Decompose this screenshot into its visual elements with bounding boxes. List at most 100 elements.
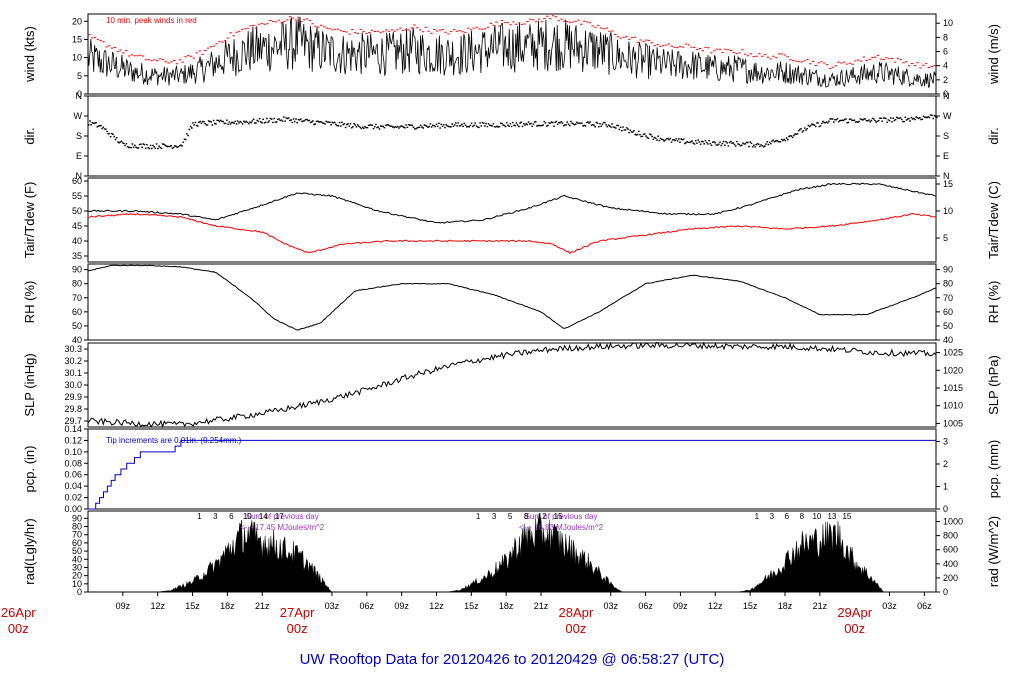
y-tick-label: 0.04 — [64, 481, 82, 491]
y-tick-label: 29.8 — [64, 404, 82, 414]
y-tick-label: 40 — [72, 554, 82, 564]
hour-label: 8 — [524, 512, 529, 521]
hour-label: 3 — [770, 512, 775, 521]
y-tick-label: 0.10 — [64, 447, 82, 457]
y-tick-label-right: 60 — [943, 307, 953, 317]
x-tick-label: 21z — [534, 601, 549, 611]
hour-label: 8 — [800, 512, 805, 521]
y-tick-label-right: 15 — [943, 179, 953, 189]
hour-label: 3 — [492, 512, 497, 521]
y-tick-label: 90 — [72, 265, 82, 275]
series-line-wind — [87, 16, 937, 88]
x-tick-label: 06z — [360, 601, 375, 611]
y-tick-label-right: 1015 — [943, 383, 963, 393]
y-tick-label-right: 600 — [943, 545, 958, 555]
y-axis-label-right: dir. — [986, 127, 1001, 144]
y-tick-label: 29.9 — [64, 392, 82, 402]
y-tick-label-right: 80 — [943, 279, 953, 289]
y-tick-label-right: 10 — [943, 206, 953, 216]
footer-title: UW Rooftop Data for 20120426 to 20120429… — [299, 651, 725, 668]
series-line-tdew — [87, 212, 937, 255]
y-axis-label-right: SLP (hPa) — [986, 355, 1001, 415]
y-tick-label: 0.00 — [64, 504, 82, 514]
y-tick-label: 20 — [72, 16, 82, 26]
y-tick-label: 15 — [72, 34, 82, 44]
y-tick-label: 30.0 — [64, 380, 82, 390]
panel-frame — [87, 95, 937, 177]
y-tick-label: 30.3 — [64, 344, 82, 354]
y-tick-label: 40 — [72, 236, 82, 246]
series-line-precip — [88, 439, 936, 510]
day-label-hour: 00z — [844, 621, 865, 636]
day-label-hour: 00z — [287, 621, 308, 636]
x-tick-label: 18z — [778, 601, 793, 611]
x-tick-label: 03z — [325, 601, 340, 611]
y-tick-label: N — [76, 91, 83, 101]
panel-rad: 010203040506070809002004006008001000rad(… — [22, 510, 1001, 597]
y-tick-label-right: 6 — [943, 47, 948, 57]
hour-label: 1 — [755, 512, 760, 521]
hour-label: 10 — [812, 512, 821, 521]
series-line-rh — [87, 264, 937, 331]
day-label: 26Apr — [1, 605, 36, 620]
y-axis-label-right: RH (%) — [986, 281, 1001, 324]
y-tick-label: 50 — [72, 546, 82, 556]
panel-slp: 29.7 29.8 29.9 30.0 30.1 30.2 30.3 1005 1010 1015… — [22, 341, 1001, 429]
hour-label: 17 — [275, 512, 284, 521]
y-tick-label: 80 — [72, 279, 82, 289]
y-tick-label-right: 70 — [943, 293, 953, 303]
y-axis-label-right: Tair/Tdew (C) — [986, 181, 1001, 259]
y-tick-label: S — [76, 131, 82, 141]
y-tick-label-right: 800 — [943, 531, 958, 541]
y-tick-label-right: 50 — [943, 321, 953, 331]
x-tick-label: 15z — [464, 601, 479, 611]
y-axis-label: rad(Lgly/hr) — [22, 518, 37, 584]
y-tick-label: 60 — [72, 538, 82, 548]
y-tick-label: N — [76, 171, 83, 181]
y-tick-label: 0.08 — [64, 458, 82, 468]
y-tick-label-right: 2 — [943, 75, 948, 85]
y-tick-label: 40 — [72, 335, 82, 345]
y-tick-label: E — [76, 151, 82, 161]
panel-frame — [87, 177, 937, 263]
day-label: 28Apr — [559, 605, 594, 620]
series-line-slp — [87, 341, 937, 429]
y-tick-label: 60 — [72, 176, 82, 186]
y-tick-label-right: 1005 — [943, 418, 963, 428]
y-tick-label-right: 1010 — [943, 401, 963, 411]
y-tick-label: 10 — [72, 579, 82, 589]
y-tick-label-right: N — [943, 171, 950, 181]
hour-label: 6 — [785, 512, 790, 521]
series-peak-winds — [88, 15, 936, 70]
y-axis-label: RH (%) — [22, 281, 37, 324]
y-tick-label: 0 — [77, 89, 82, 99]
hour-label: 5 — [508, 512, 513, 521]
y-tick-label: 30.2 — [64, 356, 82, 366]
panel-wind: 0 5 10 15 20 0 2 4 6 8 10 wind (kts) wind (m/s) 10 mi… — [22, 13, 1001, 99]
hour-label: 10 — [243, 512, 252, 521]
y-tick-label: W — [74, 111, 83, 121]
x-tick-label: 12z — [150, 601, 165, 611]
y-tick-label: 50 — [72, 206, 82, 216]
panel-frame — [87, 428, 937, 510]
hour-label: 14 — [259, 512, 268, 521]
y-tick-label: 0.06 — [64, 470, 82, 480]
panel-pcp: 0.000.02 0.040.06 0.080.10 0.120.14 0 1 2 3 pcp.… — [22, 424, 1001, 514]
y-tick-label-right: W — [943, 111, 952, 121]
x-tick-label: 06z — [917, 601, 932, 611]
y-tick-label-right: 400 — [943, 559, 958, 569]
y-tick-label: 30.1 — [64, 368, 82, 378]
y-tick-label-right: 1020 — [943, 365, 963, 375]
y-tick-label: 10 — [72, 53, 82, 63]
y-tick-label-right: 1000 — [943, 517, 963, 527]
y-tick-label: 35 — [72, 251, 82, 261]
y-tick-label-right: 4 — [943, 61, 948, 71]
y-tick-label: 0.02 — [64, 493, 82, 503]
y-tick-label-right: 0 — [943, 504, 948, 514]
x-tick-label: 21z — [813, 601, 828, 611]
x-tick-label: 12z — [429, 601, 444, 611]
radiation-annotation: <--- 17.45 MJoules/m^2 — [240, 523, 325, 532]
hour-label: 15 — [842, 512, 851, 521]
y-axis-label: dir. — [22, 127, 37, 144]
y-tick-label: 29.7 — [64, 416, 82, 426]
